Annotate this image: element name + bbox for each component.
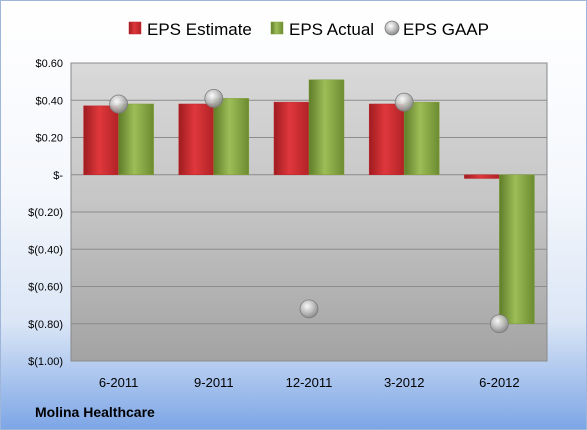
- eps-actual-bar: [499, 174, 535, 324]
- x-category-label: 3-2012: [384, 375, 424, 390]
- x-category-label: 12-2011: [286, 375, 333, 390]
- eps-estimate-bar: [464, 174, 500, 179]
- eps-gaap-marker: [204, 88, 224, 108]
- legend-swatch-actual: [270, 21, 284, 35]
- y-tick-label: $0.40: [35, 95, 63, 107]
- legend-label: EPS Estimate: [147, 20, 252, 39]
- y-tick-label: $-: [53, 170, 63, 182]
- eps-estimate-bar: [273, 101, 310, 175]
- y-tick-label: $0.20: [35, 133, 63, 145]
- gaap-markers-layer: [109, 88, 509, 334]
- x-category-label: 9-2011: [194, 375, 234, 390]
- legend: EPS Estimate EPS Actual EPS GAAP: [128, 20, 489, 39]
- eps-estimate-bar: [368, 103, 405, 175]
- legend-label: EPS GAAP: [403, 20, 489, 39]
- eps-estimate-bar: [83, 105, 119, 175]
- legend-swatch-estimate: [128, 21, 142, 35]
- y-tick-label: $(0.60): [28, 282, 63, 294]
- eps-actual-bar: [213, 98, 250, 175]
- legend-swatch-gaap: [384, 20, 400, 36]
- y-tick-label: $0.60: [35, 58, 63, 70]
- y-tick-label: $(0.40): [28, 244, 63, 256]
- company-name: Molina Healthcare: [35, 404, 155, 420]
- gridlines: [71, 62, 547, 362]
- eps-gaap-marker: [394, 92, 414, 112]
- eps-actual-bar: [118, 103, 154, 175]
- eps-actual-bar: [308, 79, 345, 175]
- eps-gaap-marker: [299, 299, 319, 319]
- x-category-label: 6-2012: [479, 375, 519, 390]
- x-axis-labels: 6-2011 9-2011 12-2011 3-2012 6-2012: [99, 375, 520, 390]
- y-tick-label: $(0.20): [28, 207, 63, 219]
- eps-actual-bar: [403, 101, 440, 175]
- y-tick-label: $(1.00): [28, 356, 63, 368]
- x-category-label: 6-2011: [99, 375, 139, 390]
- legend-label: EPS Actual: [289, 20, 374, 39]
- y-tick-label: $(0.80): [28, 319, 63, 331]
- y-axis-ticks: $0.60 $0.40 $0.20 $- $(0.20) $(0.40) $(0.60) $(…: [28, 58, 63, 368]
- eps-gaap-marker: [109, 94, 128, 114]
- eps-gaap-marker: [489, 314, 509, 334]
- eps-estimate-bar: [178, 103, 215, 175]
- bars-layer: [83, 79, 535, 324]
